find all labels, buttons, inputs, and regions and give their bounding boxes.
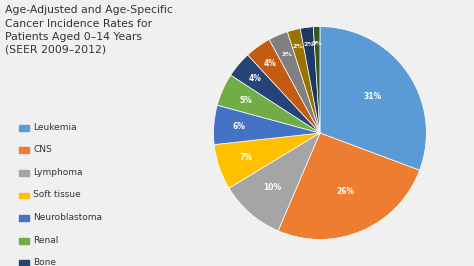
Text: Neuroblastoma: Neuroblastoma	[33, 213, 102, 222]
Text: Bone: Bone	[33, 258, 56, 266]
Wedge shape	[248, 40, 320, 133]
Text: 7%: 7%	[240, 153, 253, 163]
Wedge shape	[217, 75, 320, 133]
Wedge shape	[231, 55, 320, 133]
Wedge shape	[313, 27, 320, 133]
Text: 2%: 2%	[303, 42, 314, 47]
Wedge shape	[229, 133, 320, 231]
Text: 4%: 4%	[248, 74, 261, 83]
Wedge shape	[300, 27, 320, 133]
Wedge shape	[214, 105, 320, 144]
Wedge shape	[214, 133, 320, 188]
Text: 2%: 2%	[292, 44, 303, 49]
Wedge shape	[320, 27, 426, 170]
Text: 0%: 0%	[312, 41, 322, 46]
Text: 6%: 6%	[233, 122, 246, 131]
Text: Age-Adjusted and Age-Specific
Cancer Incidence Rates for
Patients Aged 0–14 Year: Age-Adjusted and Age-Specific Cancer Inc…	[5, 5, 173, 55]
Wedge shape	[287, 28, 320, 133]
Wedge shape	[269, 32, 320, 133]
Text: Lymphoma: Lymphoma	[33, 168, 82, 177]
Text: 4%: 4%	[264, 59, 277, 68]
Text: Leukemia: Leukemia	[33, 123, 77, 132]
Text: Renal: Renal	[33, 236, 59, 245]
Text: 3%: 3%	[281, 52, 292, 57]
Text: 10%: 10%	[264, 183, 282, 192]
Text: 31%: 31%	[364, 92, 382, 101]
Text: 5%: 5%	[240, 95, 253, 105]
Text: 26%: 26%	[336, 187, 354, 196]
Text: Soft tissue: Soft tissue	[33, 190, 81, 200]
Text: CNS: CNS	[33, 145, 52, 154]
Wedge shape	[278, 133, 419, 239]
